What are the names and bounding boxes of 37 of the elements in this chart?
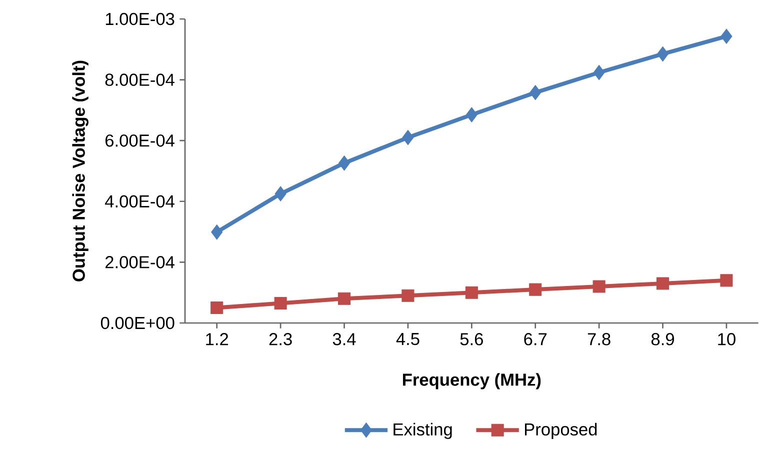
point — [656, 277, 670, 290]
point — [274, 296, 287, 310]
point — [720, 274, 733, 287]
y-axis-title: Output Noise Voltage (volt) — [72, 60, 88, 282]
point — [592, 280, 606, 293]
point — [656, 46, 669, 62]
y-tick-label: 8.00E-04 — [105, 74, 174, 86]
point — [529, 283, 542, 296]
x-tick-label: 7.8 — [588, 333, 610, 346]
x-tick-label: 3.4 — [332, 333, 356, 346]
x-tick-label: 10 — [718, 333, 736, 346]
point — [530, 84, 542, 100]
x-tick-label: 2.3 — [269, 333, 292, 346]
x-tick-label: 8.9 — [651, 333, 674, 346]
point — [211, 224, 223, 240]
x-tick-label: 1.2 — [206, 333, 228, 346]
point — [338, 292, 351, 305]
point — [466, 107, 478, 122]
legend-label: Proposed — [524, 422, 597, 439]
point — [402, 289, 414, 302]
x-tick-label: 5.6 — [460, 333, 483, 346]
point — [210, 302, 224, 314]
point — [274, 186, 286, 202]
y-tick-label: 4.00E-04 — [105, 195, 174, 208]
y-tick-label: 6.00E-04 — [105, 134, 174, 147]
y-tick-label: 1.00E-03 — [106, 12, 174, 26]
y-tick-label: 2.00E-04 — [105, 256, 174, 268]
x-axis-title: Frequency (MHz) — [402, 373, 541, 390]
y-tick-label: 0.00E+00 — [100, 316, 174, 330]
point — [402, 130, 414, 146]
x-tick-label: 4.5 — [396, 333, 420, 346]
point — [593, 64, 605, 80]
x-tick-label: 6.7 — [524, 333, 547, 346]
point — [338, 155, 350, 171]
point — [465, 286, 478, 299]
legend-label: Existing — [394, 422, 452, 439]
point — [720, 28, 732, 44]
